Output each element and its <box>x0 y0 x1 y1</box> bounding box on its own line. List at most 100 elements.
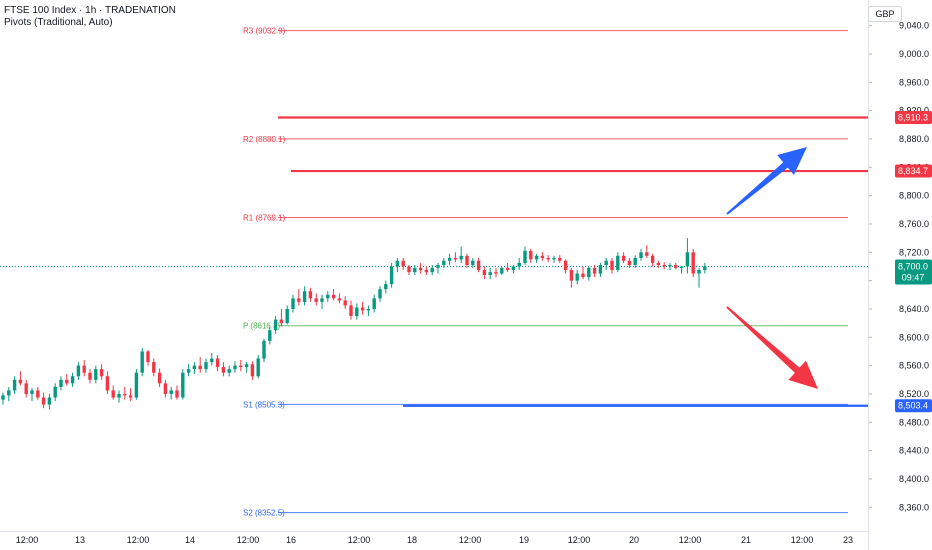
x-tick-label: 14 <box>185 535 195 545</box>
y-tick-label: 8,520.0 <box>899 389 929 399</box>
x-tick-label: 12:00 <box>237 535 260 545</box>
y-tick-label: 8,800.0 <box>899 191 929 201</box>
candle-body <box>436 265 440 268</box>
candle-body <box>674 265 678 268</box>
y-tick-label: 8,400.0 <box>899 474 929 484</box>
candle-body <box>471 260 475 266</box>
candle-body <box>308 291 313 299</box>
candle-body <box>447 257 452 261</box>
candle-body <box>204 362 208 370</box>
candle-body <box>349 305 353 317</box>
indicator-label[interactable]: Pivots (Traditional, Auto) <box>4 17 113 28</box>
candle-body <box>163 383 168 394</box>
y-tick-label: 8,600.0 <box>899 332 929 342</box>
badge-upper-level-bg <box>895 110 932 124</box>
candle-body <box>53 386 57 398</box>
candle-body <box>250 364 255 377</box>
y-tick-label: 8,880.0 <box>899 134 929 144</box>
candle-body <box>401 260 405 267</box>
x-tick-label: 23 <box>843 535 853 545</box>
candle-body <box>273 319 278 331</box>
candle-body <box>268 330 272 341</box>
pivot-label: S1 (8505.3) <box>243 400 285 409</box>
candle-body <box>639 252 643 258</box>
candle-body <box>198 365 202 370</box>
candle-body <box>453 257 458 260</box>
candle-body <box>645 252 649 256</box>
candle-body <box>157 372 162 384</box>
candle-body <box>105 376 110 391</box>
candle-body <box>140 351 144 373</box>
candle-body <box>430 267 434 273</box>
pivot-label: P (8616.3) <box>243 322 281 331</box>
candle-body <box>291 298 295 309</box>
y-tick-label: 8,560.0 <box>899 361 929 371</box>
candle-body <box>146 351 150 363</box>
candle-body <box>558 257 562 261</box>
candle-body <box>36 390 40 398</box>
candle-body <box>679 266 684 268</box>
candle-body <box>697 270 701 274</box>
x-tick-label: 16 <box>286 535 296 545</box>
candle-body <box>239 365 243 368</box>
x-tick-label: 18 <box>407 535 417 545</box>
x-tick-label: 21 <box>741 535 751 545</box>
currency-button[interactable]: GBP <box>868 6 902 22</box>
candle-body <box>94 369 98 380</box>
candle-body <box>12 379 17 391</box>
x-tick-label: 12:00 <box>127 535 150 545</box>
candle-body <box>59 379 63 387</box>
pivot-label: S2 (8352.5) <box>243 509 285 518</box>
candle-body <box>186 369 191 373</box>
candle-body <box>703 266 707 270</box>
candle-body <box>227 369 231 373</box>
pivot-layers: R3 (9032.9) R2 (8880.1) R1 (8769.1) P (8616… <box>243 27 848 518</box>
candle-body <box>413 267 417 273</box>
candles <box>1 238 707 410</box>
y-tick-label: 8,640.0 <box>899 304 929 314</box>
candle-body <box>465 255 469 266</box>
candle-body <box>337 298 342 301</box>
badge-upper-level: 8,910.3 <box>898 112 928 122</box>
y-tick-label: 8,760.0 <box>899 219 929 229</box>
candle-body <box>244 364 249 368</box>
candle-body <box>331 294 336 299</box>
y-tick-label: 8,920.0 <box>899 106 929 116</box>
candle-body <box>1 395 5 400</box>
candle-body <box>372 298 376 309</box>
candle-body <box>633 257 637 266</box>
y-tick-label: 8,960.0 <box>899 77 929 87</box>
candle-body <box>355 307 359 317</box>
candle-body <box>581 273 585 278</box>
y-tick-label: 8,720.0 <box>899 247 929 257</box>
y-tick-label: 8,440.0 <box>899 446 929 456</box>
candle-body <box>82 365 86 373</box>
x-tick-label: 12:00 <box>16 535 39 545</box>
badge-countdown: 09:47 <box>902 272 925 282</box>
candle-body <box>111 390 115 398</box>
x-tick-label: 12:00 <box>791 535 814 545</box>
y-tick-label: 8,360.0 <box>899 502 929 512</box>
x-tick-label: 12:00 <box>568 535 591 545</box>
x-tick-label: 13 <box>75 535 85 545</box>
candle-body <box>384 284 388 290</box>
y-tick-label: 9,040.0 <box>899 21 929 31</box>
candle-body <box>70 376 75 384</box>
y-tick-label: 8,480.0 <box>899 417 929 427</box>
candle-body <box>685 252 690 267</box>
badge-middle-level: 8,834.7 <box>898 166 928 176</box>
candle-body <box>395 260 400 267</box>
candle-body <box>256 358 260 377</box>
chart-title: FTSE 100 Index · 1h · TRADENATION <box>4 5 176 16</box>
candle-body <box>418 267 423 270</box>
candle-body <box>326 294 330 299</box>
candle-body <box>459 255 463 260</box>
candle-body <box>546 257 550 260</box>
candle-body <box>523 250 527 263</box>
candle-body <box>604 260 608 266</box>
pivot-label: R2 (8880.1) <box>243 135 286 144</box>
badge-current-price: 8,700.0 <box>898 261 928 271</box>
candle-body <box>210 358 214 363</box>
candle-body <box>99 369 104 377</box>
